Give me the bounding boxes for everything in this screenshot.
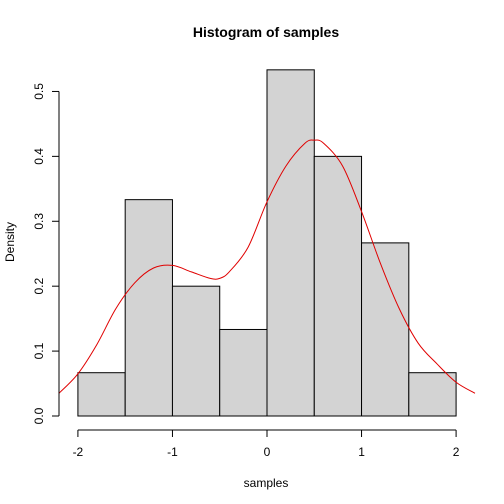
- x-tick-label: 2: [453, 445, 460, 459]
- x-tick-label: 0: [264, 445, 271, 459]
- histogram-bar-5: [266, 69, 315, 417]
- y-axis-label: Density: [3, 222, 17, 262]
- histogram-bar-4: [219, 328, 268, 417]
- histogram-bar-8: [408, 372, 457, 417]
- histogram-bar-2: [124, 199, 173, 417]
- x-axis-label: samples: [244, 476, 289, 490]
- histogram-bar-6: [313, 155, 363, 417]
- y-axis: 0.0 0.1 0.2 0.3 0.4 0.5: [32, 83, 60, 424]
- histogram-bar-7: [361, 242, 410, 417]
- x-tick-label: -2: [73, 445, 84, 459]
- x-axis: -2 -1 0 1 2: [73, 429, 460, 459]
- x-tick-label: -1: [167, 445, 178, 459]
- y-tick-label: 0.4: [32, 148, 46, 165]
- histogram-bar-3: [171, 285, 221, 417]
- y-tick-label: 0.3: [32, 213, 46, 230]
- histogram-bar-1: [77, 372, 126, 417]
- x-tick-label: 1: [358, 445, 365, 459]
- y-tick-label: 0.5: [32, 83, 46, 100]
- bars-group: [77, 69, 457, 417]
- y-tick-label: 0.0: [32, 407, 46, 424]
- y-tick-label: 0.1: [32, 342, 46, 359]
- density-curve: [58, 139, 476, 394]
- chart-title: Histogram of samples: [193, 24, 339, 40]
- y-tick-label: 0.2: [32, 278, 46, 295]
